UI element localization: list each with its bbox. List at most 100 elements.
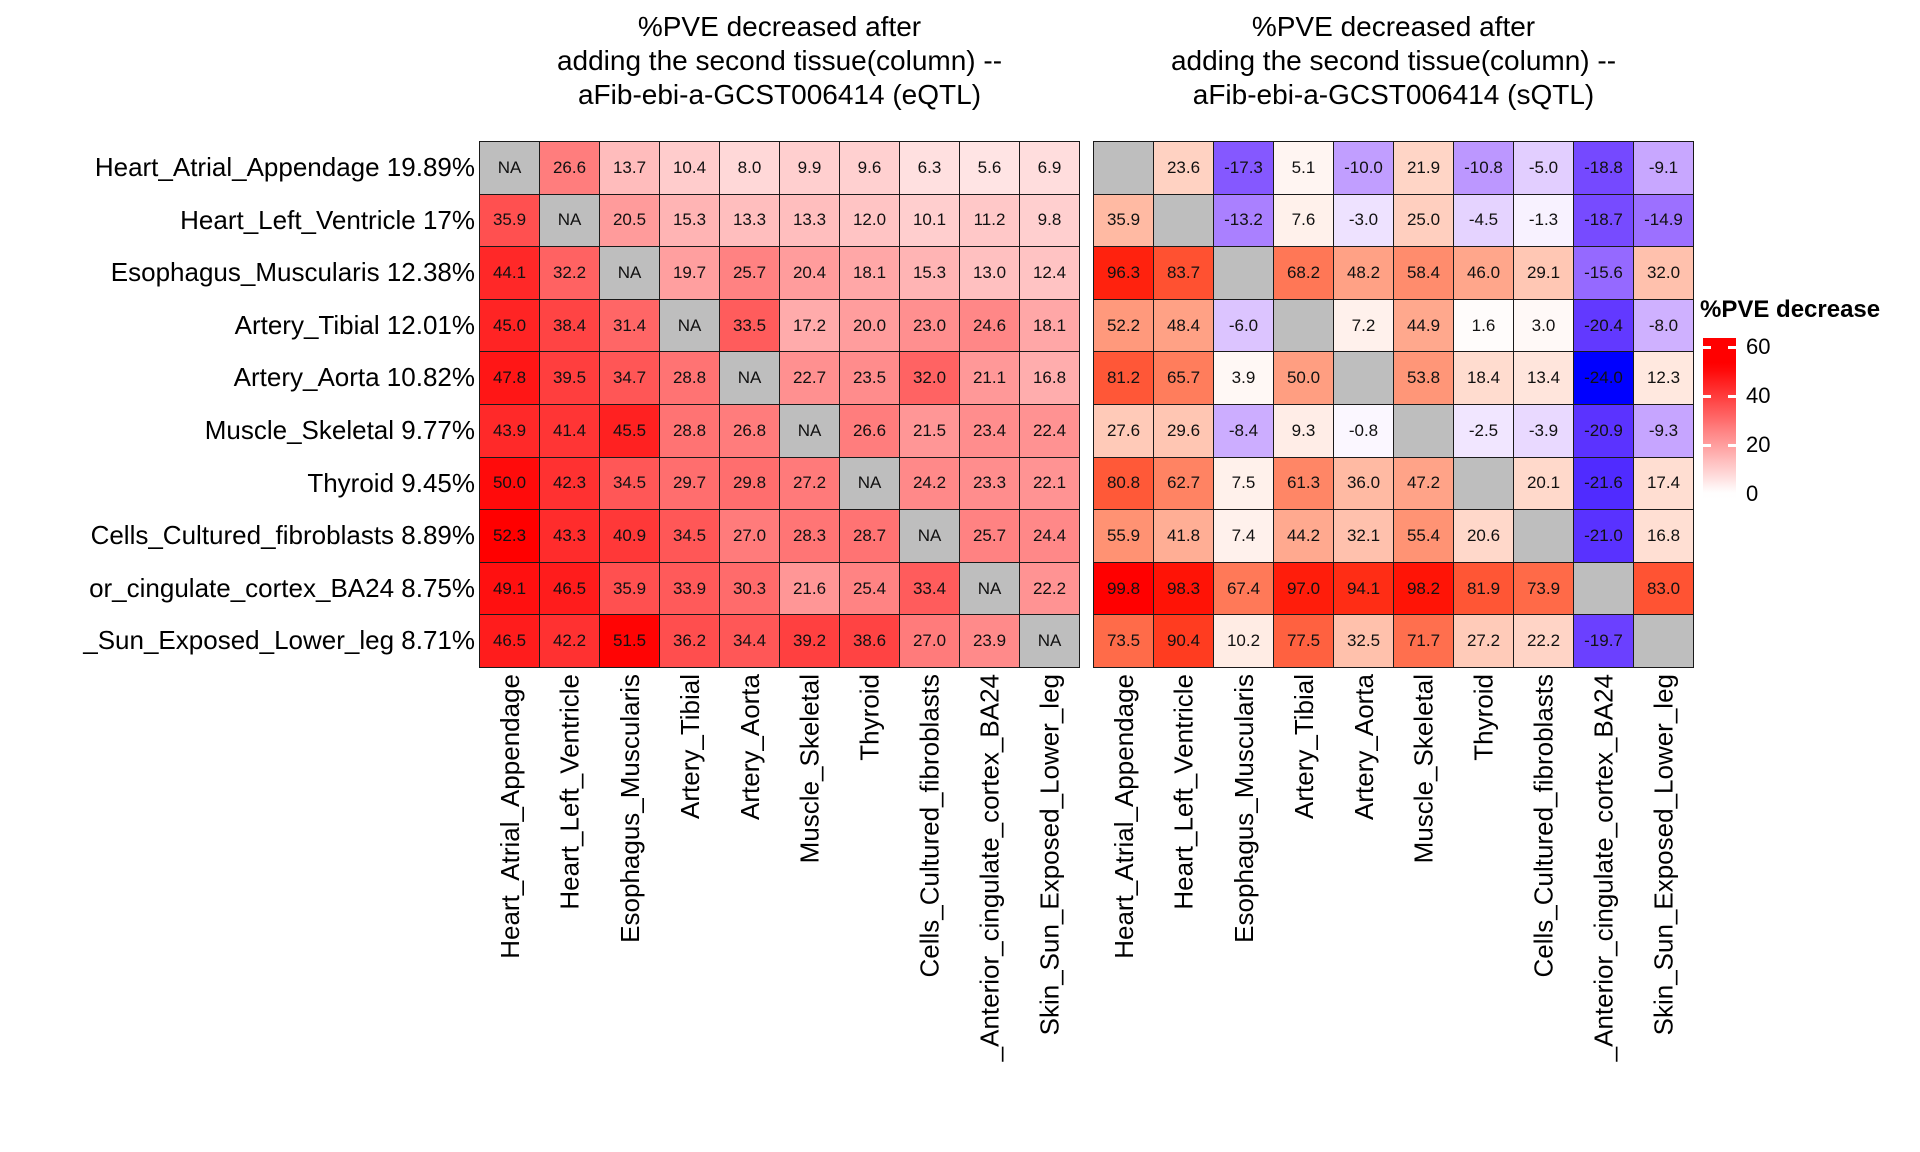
heatmap-cell: 97.0 bbox=[1274, 562, 1333, 615]
legend-title: %PVE decrease bbox=[1700, 296, 1881, 323]
heatmap-cell: 16.8 bbox=[1634, 510, 1693, 562]
heatmap-cell: 39.2 bbox=[780, 615, 839, 667]
heatmap-cell: -18.8 bbox=[1574, 142, 1633, 194]
row-label: _Sun_Exposed_Lower_leg 8.71% bbox=[83, 625, 475, 656]
heatmap-cell: 32.0 bbox=[900, 352, 959, 404]
heatmap-cell: 32.5 bbox=[1334, 615, 1393, 667]
heatmap-cell: 32.2 bbox=[540, 247, 599, 299]
heatmap-cell: 29.1 bbox=[1514, 247, 1573, 299]
heatmap-cell: -1.3 bbox=[1514, 194, 1573, 247]
heatmap-cell: 24.6 bbox=[960, 299, 1019, 352]
row-label: Cells_Cultured_fibroblasts 8.89% bbox=[90, 520, 475, 551]
heatmap-cell: 52.2 bbox=[1094, 299, 1153, 352]
heatmap-cell-na bbox=[1094, 142, 1153, 194]
heatmap-cell: 30.3 bbox=[720, 562, 779, 615]
heatmap-cell: 99.8 bbox=[1094, 562, 1153, 615]
heatmap-cell: -15.6 bbox=[1574, 247, 1633, 299]
heatmap-cell: 34.4 bbox=[720, 615, 779, 667]
heatmap-cell: 35.9 bbox=[1094, 194, 1153, 247]
heatmap-cell: 36.0 bbox=[1334, 457, 1393, 510]
heatmap-cell: 27.0 bbox=[720, 510, 779, 562]
heatmap-cell: 20.6 bbox=[1454, 510, 1513, 562]
heatmap-cell: 50.0 bbox=[1274, 352, 1333, 404]
heatmap-cell: 46.0 bbox=[1454, 247, 1513, 299]
heatmap-cell: -13.2 bbox=[1214, 194, 1273, 247]
heatmap-cell: -24.0 bbox=[1574, 352, 1633, 404]
heatmap-cell: 39.5 bbox=[540, 352, 599, 404]
heatmap-cell: -19.7 bbox=[1574, 615, 1633, 667]
col-label: Thyroid bbox=[854, 674, 885, 761]
col-label: Esophagus_Muscularis bbox=[614, 674, 645, 943]
title-line: %PVE decreased after bbox=[1251, 11, 1536, 42]
heatmap-cell: 3.0 bbox=[1514, 299, 1573, 352]
heatmap-cell: -4.5 bbox=[1454, 194, 1513, 247]
heatmap-cell: 34.5 bbox=[660, 510, 719, 562]
heatmap-cell: 21.1 bbox=[960, 352, 1019, 404]
heatmap-cell-na bbox=[1514, 510, 1573, 562]
heatmap-cell: 32.1 bbox=[1334, 510, 1393, 562]
heatmap-cell: 32.0 bbox=[1634, 247, 1693, 299]
heatmap-cell: 22.7 bbox=[780, 352, 839, 404]
heatmap-cell: 10.1 bbox=[900, 194, 959, 247]
heatmap-cell-na: NA bbox=[600, 247, 659, 299]
row-label: Heart_Left_Ventricle 17% bbox=[180, 204, 475, 235]
legend-tick-label: 20 bbox=[1746, 432, 1771, 457]
heatmap-cell: 13.0 bbox=[960, 247, 1019, 299]
row-label: Muscle_Skeletal 9.77% bbox=[204, 415, 475, 445]
heatmap-cell-na bbox=[1214, 247, 1273, 299]
heatmap-cell: 15.3 bbox=[660, 194, 719, 247]
heatmap-cell: 15.3 bbox=[900, 247, 959, 299]
heatmap-cell: 49.1 bbox=[480, 562, 539, 615]
heatmap-cell: 13.3 bbox=[780, 194, 839, 247]
heatmap-cell: 47.8 bbox=[480, 352, 539, 404]
heatmap-cell: 25.0 bbox=[1394, 194, 1453, 247]
legend-colorbar bbox=[1703, 338, 1736, 501]
title-line: %PVE decreased after bbox=[637, 11, 922, 42]
heatmap-cell-na bbox=[1634, 615, 1693, 667]
heatmap-cell: -2.5 bbox=[1454, 404, 1513, 457]
col-label: Skin_Sun_Exposed_Lower_leg bbox=[1648, 674, 1679, 1036]
heatmap-cell-na bbox=[1394, 404, 1453, 457]
heatmap-cell: 9.8 bbox=[1020, 194, 1079, 247]
heatmap-cell: 46.5 bbox=[480, 615, 539, 667]
heatmap-cell: 31.4 bbox=[600, 299, 659, 352]
heatmap-cell: 33.9 bbox=[660, 562, 719, 615]
heatmap-cell: 13.7 bbox=[600, 142, 659, 194]
heatmap-cell: 44.9 bbox=[1394, 299, 1453, 352]
heatmap-cell: 33.5 bbox=[720, 299, 779, 352]
heatmap-cell: 19.7 bbox=[660, 247, 719, 299]
heatmap-cell: -3.9 bbox=[1514, 404, 1573, 457]
col-label: Heart_Left_Ventricle bbox=[1168, 674, 1199, 910]
col-label: Heart_Atrial_Appendage bbox=[494, 674, 525, 959]
heatmap-cell: 71.7 bbox=[1394, 615, 1453, 667]
heatmap-cell: 28.8 bbox=[660, 352, 719, 404]
heatmap-cell: 12.0 bbox=[840, 194, 899, 247]
heatmap-cell: -3.0 bbox=[1334, 194, 1393, 247]
col-label: Artery_Aorta bbox=[734, 674, 765, 820]
heatmap-cell: 13.3 bbox=[720, 194, 779, 247]
heatmap-cell: 42.3 bbox=[540, 457, 599, 510]
heatmap-cell: 20.5 bbox=[600, 194, 659, 247]
col-label: Muscle_Skeletal bbox=[794, 674, 825, 864]
heatmap-cell: 18.4 bbox=[1454, 352, 1513, 404]
heatmap-cell: -8.0 bbox=[1634, 299, 1693, 352]
heatmap-cell: 5.6 bbox=[960, 142, 1019, 194]
heatmap-cell: 98.2 bbox=[1394, 562, 1453, 615]
row-label: Esophagus_Muscularis 12.38% bbox=[110, 257, 475, 288]
heatmap-cell: 29.6 bbox=[1154, 404, 1213, 457]
heatmap-cell: 58.4 bbox=[1394, 247, 1453, 299]
heatmap-cell-na bbox=[1574, 562, 1633, 615]
heatmap-cell: 16.8 bbox=[1020, 352, 1079, 404]
heatmap-cell: 24.2 bbox=[900, 457, 959, 510]
heatmap-cell: 22.2 bbox=[1514, 615, 1573, 667]
heatmap-cell: 29.7 bbox=[660, 457, 719, 510]
heatmap-cell: 34.5 bbox=[600, 457, 659, 510]
heatmap-cell: -10.0 bbox=[1334, 142, 1393, 194]
col-label: Esophagus_Muscularis bbox=[1228, 674, 1259, 943]
heatmap-cell: -20.9 bbox=[1574, 404, 1633, 457]
heatmap-cell: 25.7 bbox=[960, 510, 1019, 562]
heatmap-cell: 73.5 bbox=[1094, 615, 1153, 667]
heatmap-cell: 38.4 bbox=[540, 299, 599, 352]
heatmap-cell-na bbox=[1154, 194, 1213, 247]
legend-tick-label: 40 bbox=[1746, 383, 1771, 408]
